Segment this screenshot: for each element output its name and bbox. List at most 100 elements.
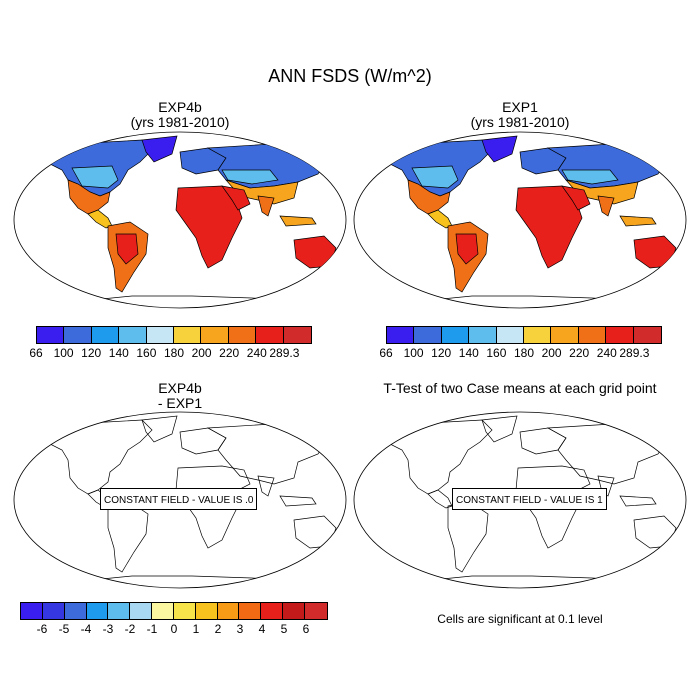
colorbar-swatch [469, 327, 497, 343]
north-america-south [407, 179, 451, 215]
colorbar-swatch [633, 327, 661, 343]
colorbar-swatch [239, 603, 262, 619]
north-america-mid [411, 165, 459, 189]
significance-note: Cells are significant at 0.1 level [437, 612, 603, 626]
asia-mid [221, 169, 279, 185]
colorbar-tick-label: -4 [80, 622, 92, 636]
colorbar-swatch [414, 327, 442, 343]
colorbar-tick-label: 140 [108, 346, 129, 360]
asia-mid [561, 169, 619, 185]
panel-title-top-left: EXP4b (yrs 1981-2010) [60, 100, 300, 130]
colorbar-tick-label: 220 [219, 346, 240, 360]
colorbar-tick-label: 289.3 [619, 346, 650, 360]
colorbar-swatch [21, 603, 43, 619]
india [257, 195, 275, 217]
colorbar-swatch [261, 603, 284, 619]
colorbar-tick-label: 289.3 [269, 346, 300, 360]
colorbar-swatch [387, 327, 415, 343]
panel-title-top-right: EXP1 (yrs 1981-2010) [400, 100, 640, 130]
colorbar-tick-label: 160 [136, 346, 157, 360]
colorbar-tick-label: 66 [29, 346, 43, 360]
middle-east [221, 185, 251, 211]
colorbar-swatch [578, 327, 607, 343]
colorbar-swatch [173, 327, 202, 343]
colorbar-diff [20, 602, 328, 620]
colorbar-tick-label: 240 [246, 346, 267, 360]
colorbar-tick-label: 200 [541, 346, 562, 360]
colorbar-swatch [146, 327, 174, 343]
colorbar-swatch [173, 603, 196, 619]
panel-title-line1: EXP1 [502, 99, 538, 115]
colorbar-tick-label: -5 [58, 622, 70, 636]
colorbar-tick-label: 200 [191, 346, 212, 360]
indonesia [279, 215, 317, 227]
colorbar-swatch [86, 603, 109, 619]
north-america [41, 419, 153, 495]
north-america-south [67, 179, 111, 215]
colorbar-tick-label: 120 [431, 346, 452, 360]
colorbar-tick-label: 6 [302, 622, 310, 636]
colorbar-swatch [256, 327, 284, 343]
south-america-hot [455, 233, 479, 265]
colorbar-swatch [523, 327, 552, 343]
colorbar-swatch [283, 327, 311, 343]
south-america-hot [115, 233, 139, 265]
colorbar-fsds-right [386, 326, 662, 344]
colorbar-swatch [108, 603, 131, 619]
colorbar-swatch [496, 327, 524, 343]
colorbar-tick-label: 100 [53, 346, 74, 360]
colorbar-swatch [441, 327, 470, 343]
colorbar-tick-label: 100 [403, 346, 424, 360]
constant-field-label: CONSTANT FIELD - VALUE IS 1 [456, 495, 603, 506]
colorbar-swatch [130, 603, 153, 619]
colorbar-tick-label: 4 [258, 622, 266, 636]
colorbar-swatch [119, 327, 147, 343]
map-top-left [13, 131, 347, 309]
colorbar-tick-label: 1 [192, 622, 200, 636]
colorbar-tick-label: 5 [280, 622, 288, 636]
greenland [481, 135, 518, 163]
india [597, 195, 615, 217]
panel-title-line1: T-Test of two Case means at each grid po… [383, 380, 657, 396]
indonesia [619, 215, 657, 227]
colorbar-swatch [201, 327, 229, 343]
colorbar-tick-label: 180 [163, 346, 185, 360]
panel-title-line2: (yrs 1981-2010) [130, 114, 230, 130]
colorbar-tick-label: 220 [569, 346, 590, 360]
panel-title-bottom-right: T-Test of two Case means at each grid po… [355, 381, 685, 396]
colorbar-tick-label: -3 [102, 622, 114, 636]
panel-title-line2: - EXP1 [157, 395, 203, 411]
colorbar-ticks-fsds-left: 66 100 120 140 160 180 200 220 240 289.3 [29, 346, 312, 360]
colorbar-swatch [228, 327, 257, 343]
panel-title-line1: EXP4b [158, 99, 202, 115]
panel-title-bottom-left: EXP4b - EXP1 [60, 381, 300, 411]
colorbar-tick-label: 140 [458, 346, 479, 360]
colorbar-swatch [217, 603, 240, 619]
colorbar-swatch [91, 327, 120, 343]
greenland [481, 415, 518, 443]
constant-field-label: CONSTANT FIELD - VALUE IS .0 [104, 495, 254, 506]
indonesia [619, 495, 657, 507]
colorbar-tick-label: 66 [379, 346, 393, 360]
colorbar-ticks-fsds-right: 66 100 120 140 160 180 200 220 240 289.3 [379, 346, 662, 360]
north-america-mid [71, 165, 119, 189]
colorbar-swatch [283, 603, 305, 619]
colorbar-swatch [152, 603, 174, 619]
panel-title-line1: EXP4b [158, 380, 202, 396]
greenland [141, 135, 178, 163]
middle-east [561, 185, 591, 211]
colorbar-tick-label: 180 [513, 346, 535, 360]
colorbar-swatch [64, 327, 92, 343]
colorbar-tick-label: 0 [170, 622, 178, 636]
colorbar-tick-label: -6 [36, 622, 48, 636]
colorbar-swatch [304, 603, 327, 619]
map-top-right [353, 131, 687, 309]
colorbar-tick-label: 240 [596, 346, 617, 360]
colorbar-tick-label: 3 [236, 622, 244, 636]
colorbar-fsds-left [36, 326, 312, 344]
colorbar-tick-label: 160 [486, 346, 507, 360]
india [257, 475, 275, 497]
colorbar-ticks-diff: -6 -5 -4 -3 -2 -1 0 1 2 3 4 5 6 [20, 622, 328, 636]
colorbar-swatch [42, 603, 65, 619]
india [597, 475, 615, 497]
